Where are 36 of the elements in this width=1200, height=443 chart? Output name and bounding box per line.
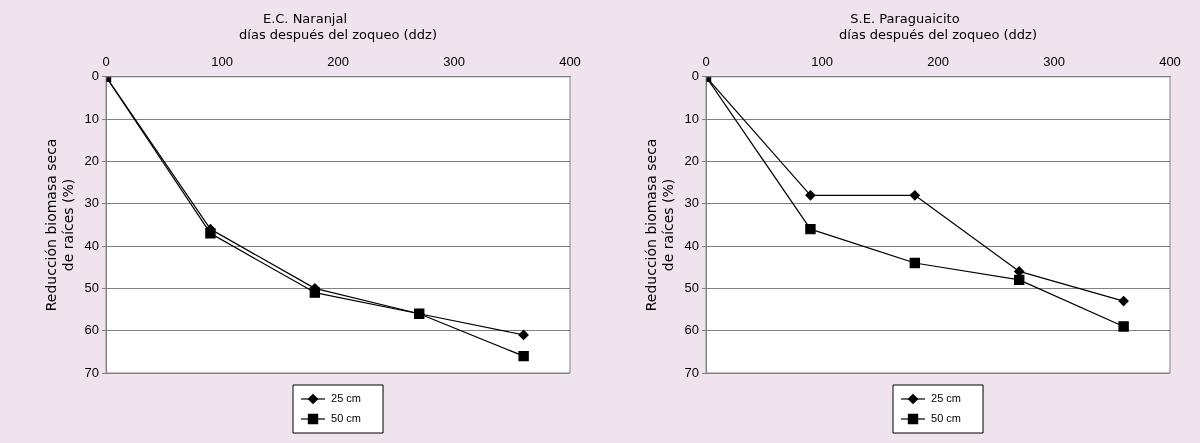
y-axis-title: Reducción biomasa seca de raíces (%) [643, 138, 676, 312]
x-tick-label: 200 [927, 53, 949, 69]
y-tick-label: 30 [684, 195, 700, 211]
legend-label: 25 cm [931, 392, 961, 405]
legend-label: 50 cm [931, 412, 961, 425]
x-tick-label: 200 [327, 53, 349, 69]
x-axis-title: días después del zoqueo (ddz) [839, 26, 1038, 42]
legend-label: 25 cm [331, 392, 361, 405]
y-tick-label: 20 [684, 153, 700, 169]
x-tick-label: 0 [102, 53, 110, 69]
y-tick-label: 10 [684, 110, 700, 126]
legend-label: 50 cm [331, 412, 361, 425]
y-tick-label: 20 [84, 153, 100, 169]
x-tick-label: 100 [211, 53, 233, 69]
chart-title: S.E. Paraguaicito [850, 11, 960, 27]
y-tick-label: 40 [84, 237, 100, 253]
x-tick-label: 400 [559, 53, 581, 69]
y-axis-title: Reducción biomasa seca de raíces (%) [43, 138, 76, 312]
x-tick-label: 0 [702, 53, 710, 69]
y-tick-label: 60 [84, 322, 100, 338]
y-tick-label: 0 [91, 68, 100, 84]
y-tick-label: 10 [84, 110, 100, 126]
y-tick-label: 60 [684, 322, 700, 338]
x-tick-label: 400 [1159, 53, 1181, 69]
x-tick-label: 100 [811, 53, 833, 69]
y-tick-label: 40 [684, 237, 700, 253]
x-tick-label: 300 [443, 53, 465, 69]
x-tick-label: 300 [1043, 53, 1065, 69]
chart-title: E.C. Naranjal [262, 11, 348, 27]
y-tick-label: 50 [84, 279, 100, 295]
y-tick-label: 50 [684, 279, 700, 295]
y-tick-label: 30 [84, 195, 100, 211]
y-tick-label: 70 [684, 364, 700, 380]
y-tick-label: 70 [84, 364, 100, 380]
x-axis-title: días después del zoqueo (ddz) [239, 26, 438, 42]
y-tick-label: 0 [691, 68, 700, 84]
